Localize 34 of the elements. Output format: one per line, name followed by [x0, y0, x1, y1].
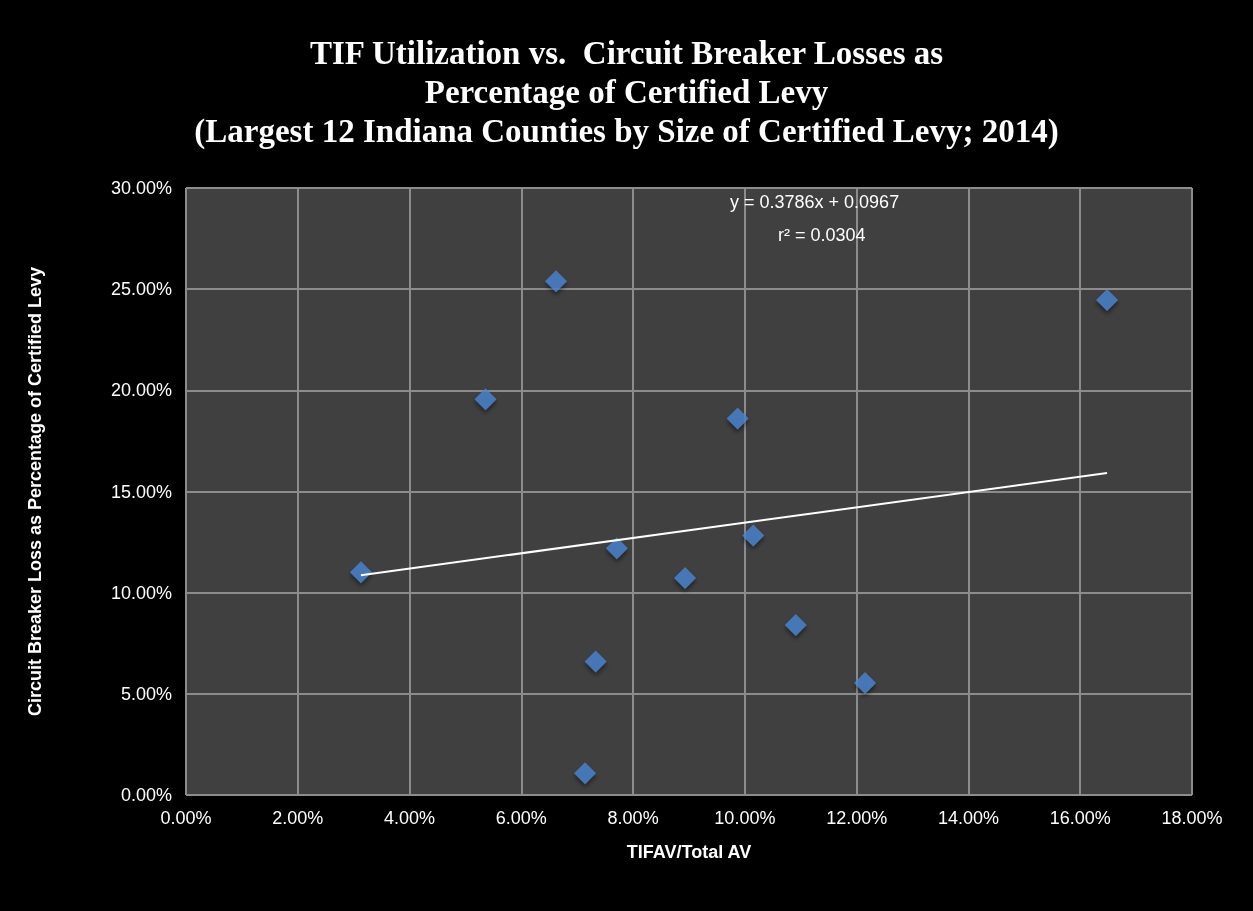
- point: [574, 762, 597, 785]
- y-tick-label: 10.00%: [110, 582, 172, 603]
- x-tick-label: 16.00%: [1049, 808, 1111, 828]
- y-tick-label: 25.00%: [110, 279, 172, 300]
- x-tick-label: 10.00%: [714, 808, 776, 828]
- x-axis-title: TIFAV/Total AV: [626, 842, 752, 862]
- x-tick-label: 6.00%: [495, 808, 547, 828]
- x-tick-label: 4.00%: [384, 808, 436, 828]
- annotation: y = 0.3786x + 0.0967: [730, 192, 900, 212]
- y-axis-title: Circuit Breaker Loss as Percentage of Certified Levy: [25, 266, 45, 717]
- y-tick-label: 30.00%: [110, 178, 172, 198]
- y-tick-label: 5.00%: [120, 683, 172, 704]
- y-tick-label: 0.00%: [120, 785, 172, 805]
- point: [674, 567, 697, 590]
- x-tick-label: 0.00%: [160, 808, 212, 828]
- point: [784, 614, 807, 637]
- point: [584, 650, 607, 673]
- point: [726, 407, 749, 430]
- point: [474, 388, 497, 411]
- x-tick-label: 14.00%: [937, 808, 999, 828]
- point: [349, 561, 372, 584]
- y-tick-label: 20.00%: [110, 380, 172, 401]
- y-tick-label: 15.00%: [110, 481, 172, 502]
- chart-title: TIF Utilization vs. Circuit Breaker Losses as Percentage of Certified Levy (Largest 12 Indiana Counties by Size of Certified Levy; 2014): [194, 34, 1059, 150]
- point: [544, 270, 567, 293]
- x-tick-label: 18.00%: [1161, 808, 1223, 828]
- annotation: r² = 0.0304: [778, 225, 866, 245]
- point: [1096, 289, 1119, 312]
- x-tick-label: 2.00%: [272, 808, 324, 828]
- point: [605, 537, 628, 560]
- point: [854, 671, 877, 694]
- x-tick-label: 12.00%: [826, 808, 888, 828]
- point: [742, 524, 765, 547]
- x-tick-label: 8.00%: [607, 808, 659, 828]
